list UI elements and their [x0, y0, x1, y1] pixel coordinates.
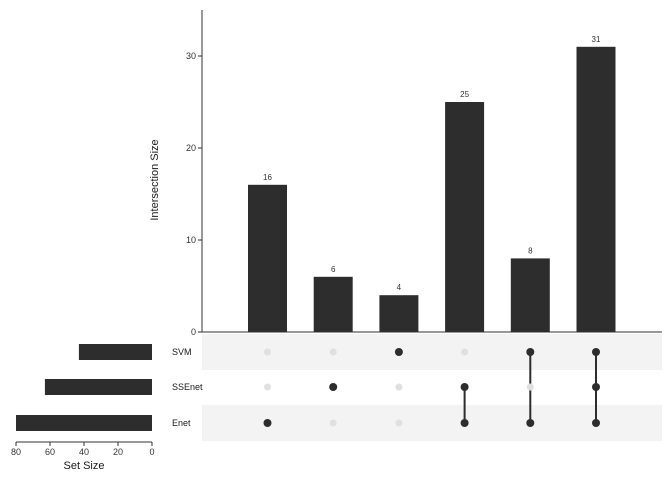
matrix-dot-1-ssenet [329, 383, 338, 391]
matrix-dot-2-ssenet [395, 383, 403, 391]
set-size-bar-svm [78, 344, 152, 360]
matrix-stripe-enet [202, 405, 662, 441]
set-size-tick-label-40: 40 [79, 447, 89, 457]
matrix-dot-4-ssenet [526, 383, 534, 391]
set-label-svm: SVM [172, 347, 192, 357]
matrix-dot-0-svm [264, 348, 271, 356]
matrix-dot-0-ssenet [264, 383, 271, 391]
y-tick-label-20: 20 [186, 143, 196, 153]
matrix-dot-1-enet [329, 419, 337, 427]
intersection-bars: 16 6 4 25 8 31 [248, 35, 616, 333]
y-tick-label-0: 0 [191, 327, 196, 337]
matrix-dot-2-enet [395, 419, 403, 427]
y-tick-label-10: 10 [186, 235, 196, 245]
intersection-bar-label-5: 31 [592, 35, 601, 44]
matrix-dot-1-svm [329, 348, 337, 356]
intersection-matrix [263, 348, 600, 427]
matrix-stripes [202, 334, 662, 441]
intersection-bar-label-2: 4 [397, 283, 402, 292]
set-size-tick-label-60: 60 [45, 447, 55, 457]
matrix-dot-5-enet [592, 419, 600, 427]
intersection-bar-1 [313, 276, 353, 332]
matrix-dot-5-svm [592, 348, 600, 356]
set-size-tick-label-20: 20 [113, 447, 123, 457]
intersection-bar-2 [379, 295, 419, 332]
set-size-bar-ssenet [44, 379, 152, 395]
matrix-dot-3-svm [461, 348, 469, 356]
set-size-tick-label-80: 80 [11, 447, 21, 457]
set-size-axis-title: Set Size [64, 460, 105, 472]
intersection-bar-0 [248, 184, 287, 332]
y-axis-title: Intersection Size [149, 139, 161, 220]
intersection-bar-label-1: 6 [331, 265, 336, 274]
intersection-bar-label-4: 8 [528, 246, 533, 255]
set-size-bar-enet [16, 415, 152, 431]
set-label-ssenet: SSEnet [172, 382, 203, 392]
matrix-dot-5-ssenet [592, 383, 600, 391]
intersection-bar-3 [445, 102, 485, 332]
matrix-dot-4-enet [526, 419, 535, 427]
intersection-bar-label-3: 25 [460, 90, 469, 99]
set-size-chart: SVM SSEnet Enet 80 60 40 20 0 [11, 344, 203, 457]
matrix-dot-3-enet [460, 419, 469, 427]
intersection-bar-label-0: 16 [263, 173, 272, 182]
set-label-enet: Enet [172, 418, 191, 428]
set-size-tick-label-0: 0 [149, 447, 154, 457]
matrix-dot-4-svm [526, 348, 535, 356]
intersection-bar-5 [576, 46, 616, 333]
matrix-stripe-svm [202, 334, 662, 370]
y-tick-label-30: 30 [186, 51, 196, 61]
intersection-bar-4 [510, 258, 550, 332]
matrix-dot-2-svm [394, 348, 403, 356]
matrix-dot-0-enet [263, 419, 272, 427]
matrix-dot-3-ssenet [460, 383, 469, 391]
